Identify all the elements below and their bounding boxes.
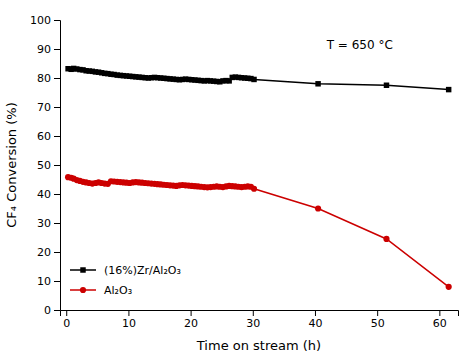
tick-label: 70 [37, 101, 51, 114]
tick: 50 [371, 310, 385, 330]
tick: 30 [37, 217, 60, 230]
tick: 40 [37, 188, 60, 201]
y-axis: 0 10 20 30 40 50 60 70 80 90 100 [30, 14, 61, 317]
marker [384, 83, 389, 88]
marker [251, 186, 257, 192]
tick-label: 40 [308, 317, 322, 330]
series-line [68, 68, 449, 89]
series [65, 174, 452, 290]
legend-label: (16%)Zr/Al₂O₃ [104, 264, 181, 277]
tick-mark [66, 310, 67, 316]
legend-marker [80, 267, 85, 272]
tick: 80 [37, 72, 60, 85]
marker [383, 236, 389, 242]
tick: 0 [44, 304, 60, 317]
series [65, 66, 451, 93]
tick: 90 [37, 43, 60, 56]
tick-label: 60 [433, 317, 447, 330]
tick-label: 30 [37, 217, 51, 230]
marker [446, 284, 452, 290]
tick-mark [253, 310, 254, 316]
tick: 20 [37, 246, 60, 259]
y-axis-line [54, 21, 61, 311]
tick: 20 [184, 310, 198, 330]
tick-mark [54, 310, 60, 311]
tick: 0 [63, 310, 70, 330]
marker [446, 87, 451, 92]
tick-mark [54, 223, 60, 224]
tick-label: 50 [37, 159, 51, 172]
tick-mark [54, 136, 60, 137]
tick-mark [439, 310, 440, 316]
tick-label: 20 [37, 246, 51, 259]
annotation: T = 650 °C [326, 38, 393, 52]
legend-entry: Al₂O₃ [70, 284, 132, 297]
tick: 70 [37, 101, 60, 114]
plot-area [65, 66, 452, 290]
series-line [68, 177, 449, 287]
tick-mark [54, 107, 60, 108]
tick: 10 [37, 275, 60, 288]
tick-label: 30 [246, 317, 260, 330]
tick-mark [191, 310, 192, 316]
tick-mark [54, 49, 60, 50]
marker [315, 81, 320, 86]
marker [251, 77, 256, 82]
tick-mark [54, 78, 60, 79]
y-axis-title: CF₄ Conversion (%) [4, 102, 19, 227]
legend-entry: (16%)Zr/Al₂O₃ [70, 264, 181, 277]
tick: 50 [37, 159, 60, 172]
tick-label: 60 [37, 130, 51, 143]
x-axis: 0 10 20 30 40 50 60 [61, 310, 459, 330]
tick: 60 [37, 130, 60, 143]
chart: 0 10 20 30 40 50 60 0 10 20 30 40 50 60 70 80 90 100 Time … [0, 0, 474, 360]
tick: 30 [246, 310, 260, 330]
tick: 40 [308, 310, 322, 330]
marker [315, 205, 321, 211]
tick-label: 50 [371, 317, 385, 330]
legend: (16%)Zr/Al₂O₃ Al₂O₃ [70, 264, 181, 297]
tick-label: 100 [30, 14, 51, 27]
tick-label: 10 [37, 275, 51, 288]
tick-mark [54, 281, 60, 282]
tick-label: 40 [37, 188, 51, 201]
tick-mark [315, 310, 316, 316]
tick-mark [54, 194, 60, 195]
x-axis-line [61, 311, 459, 317]
tick-label: 10 [122, 317, 136, 330]
tick-mark [54, 252, 60, 253]
tick-label: 80 [37, 72, 51, 85]
tick-label: 0 [44, 304, 51, 317]
tick: 60 [433, 310, 447, 330]
tick-label: 90 [37, 43, 51, 56]
x-axis-title: Time on stream (h) [196, 338, 321, 353]
tick: 100 [30, 14, 60, 27]
tick-label: 0 [63, 317, 70, 330]
tick-mark [128, 310, 129, 316]
legend-label: Al₂O₃ [104, 284, 132, 297]
tick-mark [54, 20, 60, 21]
tick-mark [377, 310, 378, 316]
legend-marker [80, 287, 86, 293]
tick: 10 [122, 310, 136, 330]
tick-label: 20 [184, 317, 198, 330]
tick-mark [54, 165, 60, 166]
